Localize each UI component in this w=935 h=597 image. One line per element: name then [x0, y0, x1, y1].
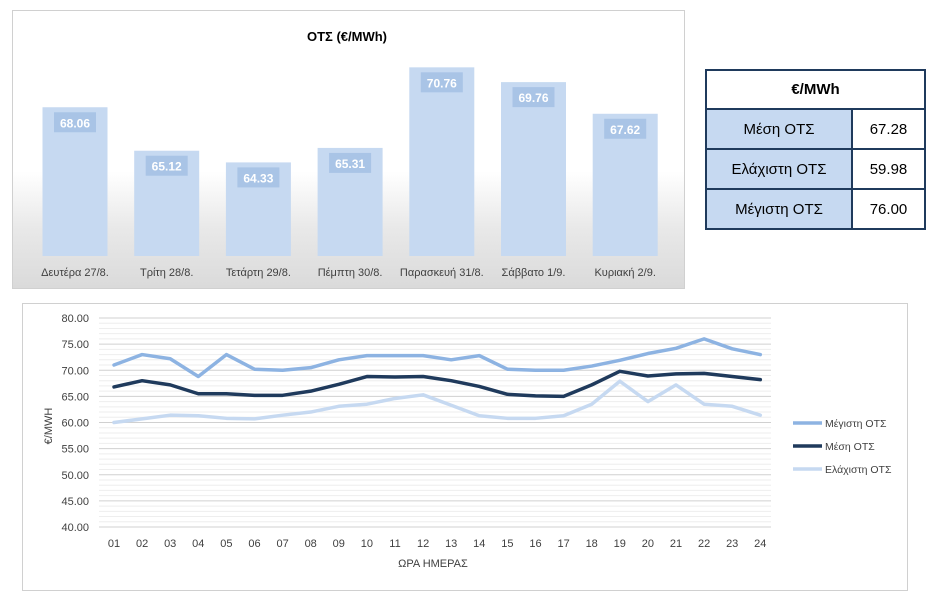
line-chart: 40.00 45.00 50.00 55.00 60.00 65.00 70.00 75.00…: [43, 313, 892, 570]
x-tick-label: 12: [417, 538, 429, 550]
stats-table: €/MWh Μέση ΟΤΣ 67.28 Ελάχιστη ΟΤΣ 59.98 …: [705, 69, 926, 230]
bar-chart-panel: ΟΤΣ (€/MWh) 68.06 Δευτέρα 27/8. 65.12 Τρίτη…: [12, 10, 685, 289]
stats-row-label: Μέγιστη ΟΤΣ: [705, 188, 853, 230]
line-chart-series: [112, 337, 763, 425]
y-tick-label: 80.00: [61, 313, 89, 325]
x-tick-label: 04: [192, 538, 204, 550]
stats-row-label: Ελάχιστη ΟΤΣ: [705, 148, 853, 190]
x-tick-label: 01: [108, 538, 120, 550]
x-tick-label: 24: [754, 538, 766, 550]
data-label-box: [237, 167, 280, 188]
x-tick-label: 09: [333, 538, 345, 550]
data-label-box: [54, 112, 96, 133]
series-line: [112, 369, 763, 399]
y-tick-label: 40.00: [61, 522, 89, 534]
data-label: 65.31: [335, 157, 365, 171]
x-tick-label: 20: [642, 538, 654, 550]
bar-series: 68.06 Δευτέρα 27/8. 65.12 Τρίτη 28/8. 64.33 Τ…: [41, 67, 658, 279]
y-tick-label: 70.00: [61, 365, 89, 377]
stats-row-value: 76.00: [851, 188, 926, 230]
x-tick-label: Τρίτη 28/8.: [140, 267, 193, 279]
bar: [409, 67, 475, 256]
stats-row-value: 67.28: [851, 108, 926, 150]
line-chart-gridlines: [99, 317, 771, 528]
x-tick-label: 17: [557, 538, 569, 550]
x-tick-label: 07: [276, 538, 288, 550]
x-tick-label: 19: [614, 538, 626, 550]
x-tick-label: 16: [529, 538, 541, 550]
data-label: 65.12: [152, 160, 182, 174]
series-line: [112, 337, 763, 379]
legend-label: Μέση ΟΤΣ: [825, 441, 875, 453]
x-tick-label: 05: [220, 538, 232, 550]
x-tick-label: 22: [698, 538, 710, 550]
x-tick-label: Πέμπτη 30/8.: [318, 267, 383, 279]
x-tick-label: Τετάρτη 29/8.: [226, 267, 291, 279]
y-axis-label: €/MWH: [43, 408, 55, 445]
legend-label: Μέγιστη ΟΤΣ: [825, 418, 887, 430]
data-label: 70.76: [427, 76, 457, 90]
bar: [501, 82, 566, 257]
legend-label: Ελάχιστη ΟΤΣ: [825, 464, 892, 476]
series-line: [112, 379, 763, 425]
x-axis-label: ΩΡΑ ΗΜΕΡΑΣ: [398, 558, 468, 570]
stats-table-header: €/MWh: [705, 69, 926, 110]
x-tick-label: 14: [473, 538, 485, 550]
stats-row-value: 59.98: [851, 148, 926, 190]
x-tick-label: 21: [670, 538, 682, 550]
x-tick-label: 08: [305, 538, 317, 550]
y-tick-label: 60.00: [61, 418, 89, 430]
data-label: 69.76: [518, 91, 548, 105]
data-label-box: [145, 155, 188, 176]
stats-row-min: Ελάχιστη ΟΤΣ 59.98: [705, 148, 926, 190]
stats-row-mean: Μέση ΟΤΣ 67.28: [705, 108, 926, 150]
y-tick-label: 65.00: [61, 391, 89, 403]
y-tick-label: 50.00: [61, 470, 89, 482]
bar-chart: ΟΤΣ (€/MWh) 68.06 Δευτέρα 27/8. 65.12 Τρίτη…: [41, 20, 658, 279]
x-tick-label: 06: [248, 538, 260, 550]
x-tick-label: 13: [445, 538, 457, 550]
x-tick-label: 10: [361, 538, 373, 550]
y-tick-label: 75.00: [61, 339, 89, 351]
data-label-box: [512, 87, 555, 108]
line-chart-y-ticks: 40.00 45.00 50.00 55.00 60.00 65.00 70.00 75.00…: [61, 313, 89, 534]
x-tick-label: 15: [501, 538, 513, 550]
line-chart-legend: Μέγιστη ΟΤΣ Μέση ΟΤΣ Ελάχιστη ΟΤΣ: [793, 418, 892, 476]
x-tick-label: 02: [136, 538, 148, 550]
stats-row-max: Μέγιστη ΟΤΣ 76.00: [705, 188, 926, 230]
bar-chart-title: ΟΤΣ (€/MWh): [307, 29, 387, 44]
x-tick-label: Σάββατο 1/9.: [502, 267, 566, 279]
data-label: 67.62: [610, 123, 640, 137]
x-tick-label: Παρασκευή 31/8.: [400, 267, 484, 279]
x-tick-label: 03: [164, 538, 176, 550]
x-tick-label: 11: [389, 538, 400, 550]
stats-row-label: Μέση ΟΤΣ: [705, 108, 853, 150]
bar-chart-title-box: [285, 20, 409, 51]
x-tick-label: 23: [726, 538, 738, 550]
x-tick-label: 18: [586, 538, 598, 550]
data-label-box: [420, 72, 463, 93]
stats-table-header-row: €/MWh: [705, 69, 926, 110]
x-tick-label: Κυριακή 2/9.: [594, 267, 655, 279]
data-label-box: [604, 118, 647, 139]
x-tick-label: Δευτέρα 27/8.: [41, 267, 109, 279]
y-tick-label: 55.00: [61, 444, 89, 456]
data-label: 64.33: [243, 171, 273, 185]
data-label-box: [329, 152, 372, 173]
line-chart-x-ticks: 01 02 03 04 05 06 07 08 09 10 11 12 13 14 15 16 17 18 19 20…: [108, 538, 767, 550]
y-tick-label: 45.00: [61, 496, 89, 508]
line-chart-panel: 40.00 45.00 50.00 55.00 60.00 65.00 70.00 75.00…: [22, 303, 908, 591]
data-label: 68.06: [60, 116, 90, 130]
